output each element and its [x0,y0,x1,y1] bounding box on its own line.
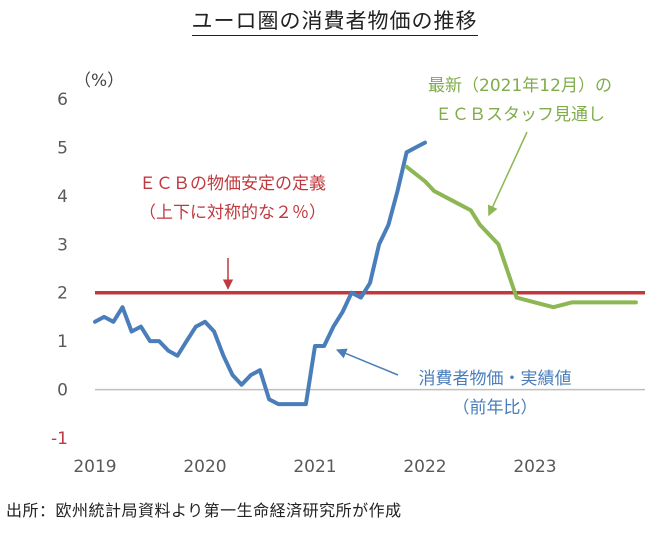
y-tick-label: 0 [57,381,68,401]
forecast-annotation-arrow [487,131,528,217]
source-note: 出所：欧州統計局資料より第一生命経済研究所が作成 [6,501,402,520]
y-tick-label: 1 [57,332,68,352]
y-axis-unit-label: （%） [74,71,125,91]
chart-title-wrap: ユーロ圏の消費者物価の推移 [0,8,669,36]
y-tick-label: 4 [57,187,68,207]
target-annotation-line1: ＥＣＢの物価安定の定義 [139,174,326,194]
x-tick-label: 2023 [513,457,556,477]
forecast-line [404,164,638,310]
forecast-annotation: 最新（2021年12月）の ＥＣＢスタッフ見通し [375,72,665,130]
target-annotation-line2: （上下に対称的な２％） [139,203,326,223]
actual-cpi-line [93,140,427,407]
chart-title: ユーロ圏の消費者物価の推移 [191,8,478,36]
y-tick-label: 2 [57,284,68,304]
forecast-annotation-line2: ＥＣＢスタッフ見通し [435,105,605,125]
target-annotation: ＥＣＢの物価安定の定義 （上下に対称的な２％） [90,170,375,228]
y-tick-label: 6 [57,90,68,110]
actual-annotation-line1: 消費者物価・実績値 [418,369,572,389]
y-tick-label: -1 [51,429,68,449]
x-tick-label: 2021 [293,457,336,477]
y-tick-label: 5 [57,138,68,158]
x-tick-label: 2019 [73,457,116,477]
forecast-annotation-line1: 最新（2021年12月）の [428,76,612,96]
actual-annotation: 消費者物価・実績値 （前年比） [380,365,610,423]
actual-annotation-line2: （前年比） [452,398,538,418]
actual-annotation-arrow [336,348,399,376]
y-tick-label: 3 [57,235,68,255]
x-tick-label: 2020 [183,457,226,477]
x-tick-label: 2022 [403,457,446,477]
